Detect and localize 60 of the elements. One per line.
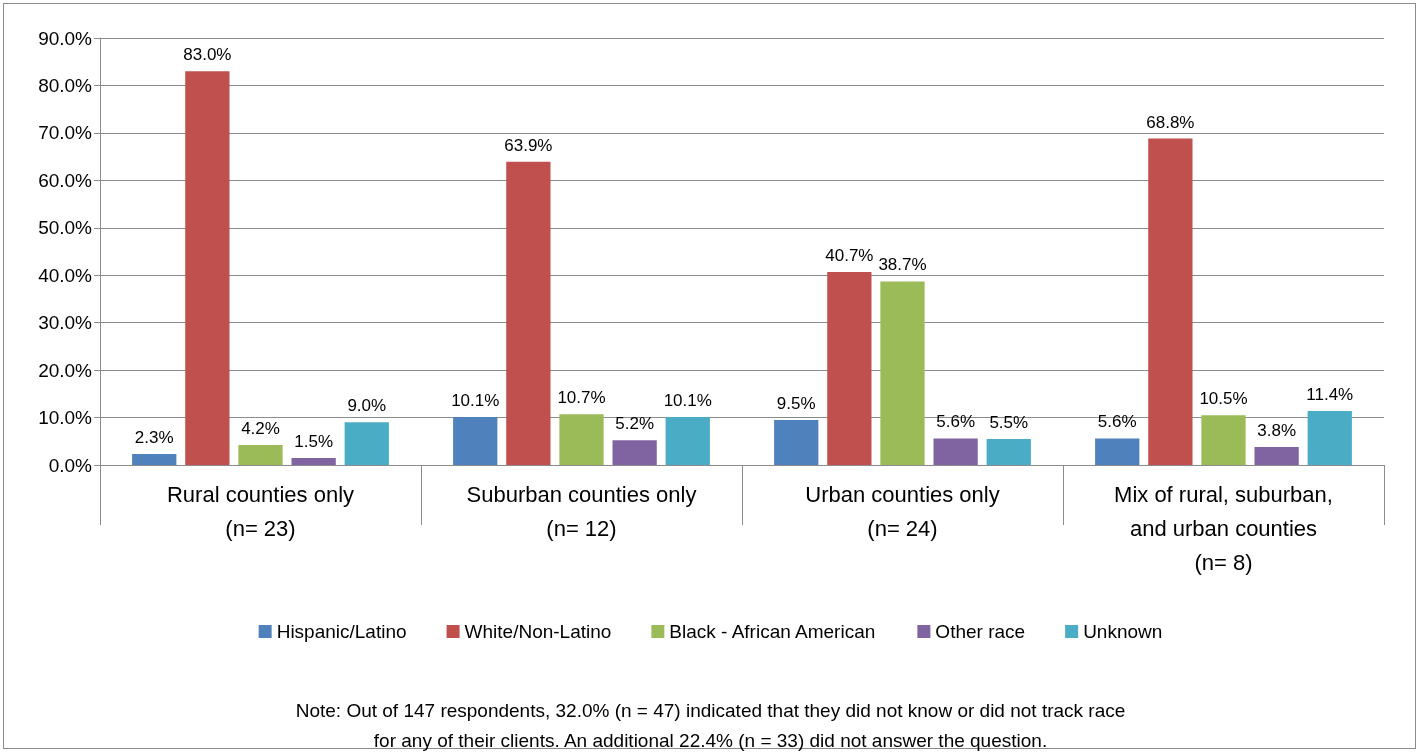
data-label: 9.0%: [347, 396, 387, 416]
bar: [185, 71, 230, 465]
data-label: 2.3%: [134, 428, 174, 448]
data-label: 83.0%: [183, 45, 232, 65]
bar: [986, 438, 1031, 465]
data-label: 63.9%: [504, 135, 553, 155]
bar: [453, 417, 498, 465]
y-tick-label: 40.0%: [38, 264, 93, 286]
y-tick-label: 10.0%: [38, 407, 93, 429]
x-tick-label: Mix of rural, suburban, and urban counties (n= 8): [1114, 481, 1333, 575]
y-tick-label: 80.0%: [38, 74, 93, 96]
bar: [880, 281, 925, 465]
bar: [1148, 138, 1193, 465]
data-label: 1.5%: [294, 431, 334, 451]
data-label: 5.6%: [1097, 412, 1137, 432]
legend-label: Hispanic/Latino: [276, 621, 407, 642]
data-label: 5.5%: [989, 412, 1029, 432]
data-label: 10.7%: [557, 388, 606, 408]
x-tick-label: Rural counties only (n= 23): [166, 481, 355, 541]
y-tick-label: 0.0%: [48, 454, 93, 476]
data-label: 5.2%: [615, 414, 655, 434]
data-label: 5.6%: [936, 412, 976, 432]
data-label: 11.4%: [1306, 384, 1354, 404]
y-tick-label: 60.0%: [38, 169, 93, 191]
data-label: 3.8%: [1257, 420, 1297, 440]
text: Note: Out of 147 respondents, 32.0% (n = 47) indicated that they did not know or did not track race for any of their clients. An additional 22.4% (n = 33) did not answer the question.: [295, 699, 1126, 751]
bar: [559, 414, 604, 465]
y-tick-label: 50.0%: [38, 217, 93, 239]
data-label: 10.1%: [451, 391, 500, 411]
bar: [1254, 446, 1299, 465]
bar: [612, 440, 657, 465]
bar: [238, 445, 283, 465]
x-tick-label: Suburban counties only (n= 12): [466, 481, 697, 541]
data-label: 4.2%: [241, 419, 280, 439]
y-tick-label: 30.0%: [38, 312, 93, 334]
x-tick-label: Urban counties only (n= 24): [805, 481, 1000, 541]
y-tick-label: 70.0%: [38, 122, 93, 144]
data-label: 68.8%: [1146, 112, 1195, 132]
data-label: 9.5%: [776, 393, 816, 413]
bar: [1201, 415, 1246, 465]
legend-label: Black - African American: [669, 621, 876, 642]
legend-label: Unknown: [1083, 621, 1163, 642]
bar: [1095, 438, 1140, 465]
data-label: 40.7%: [825, 245, 874, 265]
bar: [291, 457, 336, 465]
bar: [506, 161, 551, 465]
bar: [827, 271, 872, 465]
bar: [132, 454, 177, 465]
y-tick-label: 20.0%: [38, 359, 93, 381]
bar: [1307, 410, 1352, 465]
data-label: 10.5%: [1199, 389, 1248, 409]
legend-label: White/Non-Latino: [464, 621, 612, 642]
data-label: 10.1%: [663, 391, 712, 411]
bar: [665, 417, 710, 465]
bar: [933, 438, 978, 465]
bar: [344, 422, 389, 465]
legend-label: Other race: [935, 621, 1026, 642]
bar: [774, 419, 819, 465]
y-tick-label: 90.0%: [38, 27, 93, 49]
data-label: 38.7%: [878, 255, 927, 275]
